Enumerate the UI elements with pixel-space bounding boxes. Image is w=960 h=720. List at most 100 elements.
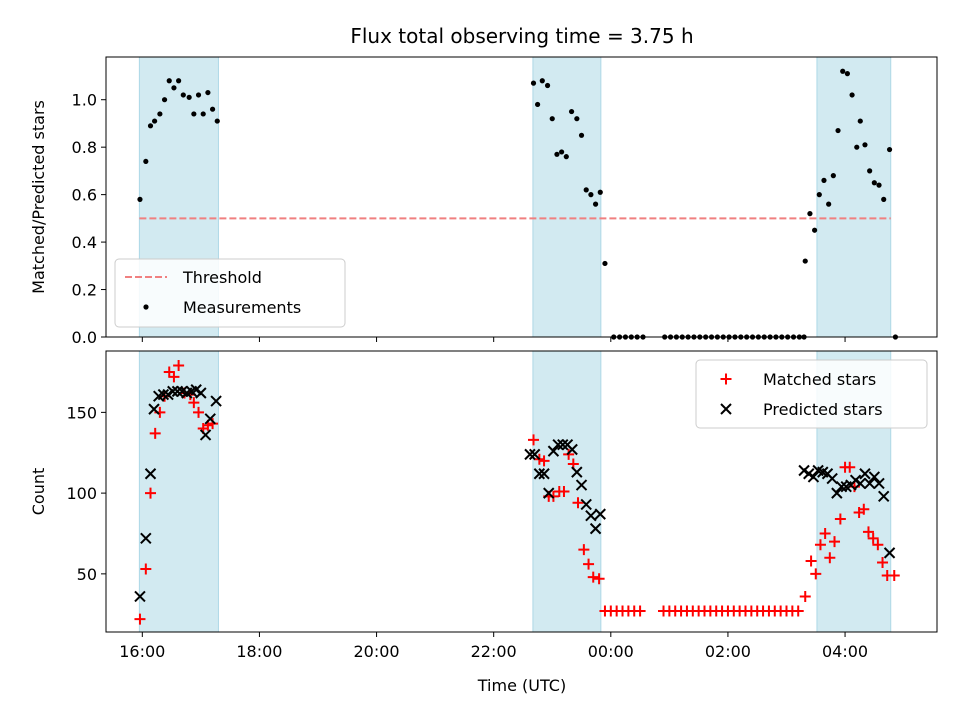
x-tick-label: 22:00	[471, 642, 517, 661]
predicted-star-point	[585, 510, 597, 522]
matched-star-point	[819, 527, 831, 539]
measurement-point	[592, 201, 599, 207]
matched-star-point	[547, 490, 559, 502]
measurement-point	[152, 118, 158, 124]
y-tick-label: 150	[66, 403, 97, 422]
predicted-star-point	[204, 413, 216, 425]
bottom-panel: 50 100 150 16:00 18:00 20:00 22:00 00:00 02:00 0…	[29, 350, 938, 661]
measurement-point	[195, 92, 202, 98]
matched-star-point	[163, 366, 175, 378]
matched-star-point	[572, 497, 584, 509]
legend-measurement-label: Measurements	[183, 298, 301, 317]
predicted-star-point	[538, 468, 550, 480]
matched-star-point	[593, 573, 605, 585]
predicted-star-point	[148, 403, 160, 415]
measurement-point	[563, 154, 569, 160]
predicted-star-point	[831, 487, 843, 499]
predicted-star-point	[157, 388, 170, 401]
x-tick-label: 02:00	[705, 642, 751, 661]
measurement-point	[816, 192, 822, 198]
matched-star-point	[829, 536, 841, 548]
predicted-star-point	[594, 508, 606, 520]
bottom-y-axis-label: Count	[29, 468, 48, 516]
predicted-star-point	[134, 590, 146, 603]
measurement-point	[583, 187, 589, 193]
x-tick-label: 16:00	[119, 642, 165, 661]
measurement-point	[209, 106, 216, 112]
matched-star-point	[140, 563, 152, 575]
predicted-star-point	[195, 387, 207, 399]
legend-predicted-label: Predicted stars	[763, 400, 883, 419]
matched-star-point	[188, 397, 200, 409]
measurement-point	[176, 78, 182, 84]
y-tick-label: 50	[77, 565, 97, 584]
predicted-star-point	[171, 385, 184, 398]
legend-threshold-label: Threshold	[182, 268, 262, 287]
y-tick-label: 0.0	[72, 328, 97, 347]
matched-star-point	[805, 555, 817, 567]
measurement-point	[835, 127, 841, 134]
matched-star-point	[578, 544, 590, 556]
measurement-point	[802, 258, 808, 264]
predicted-star-point	[199, 429, 212, 441]
legend-matched-label: Matched stars	[763, 370, 876, 389]
matched-star-point	[834, 513, 846, 525]
measurement-point	[854, 144, 860, 150]
predicted-star-point	[140, 532, 152, 545]
shaded-interval-2	[816, 56, 892, 338]
top-legend: Threshold Measurements	[114, 258, 346, 328]
measurement-point	[137, 196, 143, 202]
predicted-star-point	[144, 468, 157, 480]
measurement-point	[191, 111, 197, 117]
matched-star-point	[173, 360, 185, 372]
bottom-y-ticks: 50 100 150	[66, 403, 106, 584]
measurement-point	[171, 85, 177, 91]
predicted-star-point	[873, 477, 885, 490]
measurement-point	[544, 82, 551, 89]
measurement-point	[867, 168, 873, 174]
predicted-star-point	[859, 468, 871, 480]
matched-star-point	[149, 427, 161, 439]
x-tick-label: 04:00	[822, 642, 868, 661]
predicted-star-point	[580, 498, 592, 511]
predicted-star-point	[552, 438, 564, 451]
predicted-star-point	[826, 472, 838, 485]
measurement-point	[574, 116, 580, 122]
top-axes-frame	[105, 56, 938, 338]
x-axis-label: Time (UTC)	[477, 676, 566, 695]
matched-star-point	[799, 590, 811, 602]
measurement-point	[180, 92, 186, 98]
measurement-point	[876, 182, 882, 188]
predicted-star-point	[571, 466, 583, 478]
matched-star-point	[134, 613, 146, 625]
measurement-point	[214, 118, 220, 124]
y-tick-label: 0.8	[72, 138, 97, 157]
x-tick-label: 20:00	[354, 642, 400, 661]
predicted-stars-points	[134, 384, 896, 603]
matched-star-point	[145, 487, 157, 499]
x-tick-label: 18:00	[236, 642, 282, 661]
matched-star-point	[634, 605, 646, 617]
predicted-star-point	[210, 395, 222, 407]
measurement-point	[588, 192, 594, 198]
measurement-point	[821, 177, 827, 183]
predicted-star-point	[868, 471, 881, 483]
measurement-point	[166, 78, 172, 84]
predicted-star-point	[589, 522, 602, 535]
matched-star-point	[814, 539, 826, 551]
measurement-point	[186, 94, 192, 100]
top-shaded-intervals	[138, 56, 892, 338]
measurement-point	[881, 196, 887, 202]
shaded-interval-1	[532, 350, 602, 633]
predicted-star-point	[863, 477, 876, 490]
y-tick-label: 0.6	[72, 186, 97, 205]
matched-star-point	[168, 371, 180, 383]
measurement-point	[157, 111, 163, 117]
matched-star-point	[583, 558, 595, 570]
predicted-star-point	[524, 448, 536, 461]
bottom-legend: Matched stars Predicted stars	[695, 359, 928, 429]
legend-measurement-swatch	[143, 304, 149, 310]
measurement-point	[549, 116, 555, 122]
measurement-point	[568, 108, 575, 115]
measurement-point	[840, 68, 846, 74]
